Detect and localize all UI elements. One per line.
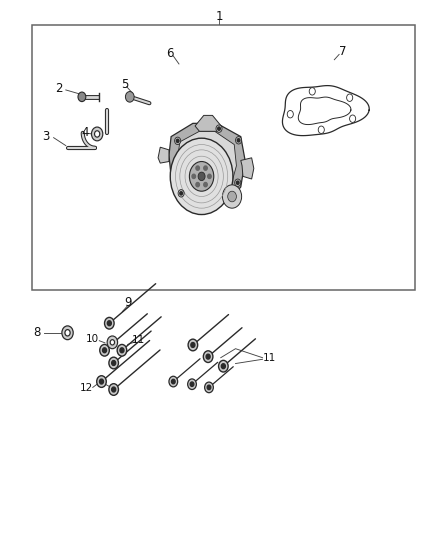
Circle shape — [205, 382, 213, 393]
Text: 3: 3 — [42, 130, 50, 143]
Polygon shape — [195, 115, 221, 131]
Circle shape — [219, 360, 228, 372]
Circle shape — [180, 192, 183, 195]
Circle shape — [97, 376, 106, 387]
Text: 11: 11 — [262, 353, 276, 362]
Text: 1: 1 — [215, 10, 223, 23]
Circle shape — [92, 127, 103, 141]
Circle shape — [318, 126, 324, 133]
Circle shape — [190, 382, 194, 386]
Circle shape — [95, 131, 100, 137]
Circle shape — [216, 125, 222, 132]
Polygon shape — [158, 147, 169, 163]
Circle shape — [102, 348, 106, 353]
Text: 6: 6 — [166, 47, 174, 60]
Circle shape — [187, 379, 196, 390]
Circle shape — [110, 340, 115, 345]
Circle shape — [350, 115, 356, 123]
Circle shape — [207, 385, 211, 390]
Circle shape — [170, 138, 233, 215]
Text: 10: 10 — [86, 334, 99, 344]
Circle shape — [169, 376, 178, 387]
Circle shape — [117, 344, 127, 356]
Circle shape — [107, 321, 111, 326]
Text: 7: 7 — [339, 45, 347, 58]
Polygon shape — [241, 158, 254, 179]
Circle shape — [109, 384, 118, 395]
Circle shape — [208, 174, 211, 179]
Circle shape — [65, 329, 70, 336]
Circle shape — [218, 127, 220, 130]
Circle shape — [177, 139, 179, 142]
Circle shape — [287, 110, 293, 118]
Circle shape — [236, 136, 242, 144]
Text: 2: 2 — [56, 83, 63, 95]
Circle shape — [125, 92, 134, 102]
Circle shape — [120, 348, 124, 353]
Circle shape — [107, 336, 117, 349]
Circle shape — [223, 185, 242, 208]
Bar — [32, 25, 415, 290]
Circle shape — [175, 137, 181, 144]
Circle shape — [196, 166, 199, 170]
Circle shape — [62, 326, 73, 340]
Text: 4: 4 — [81, 126, 89, 140]
Circle shape — [235, 179, 241, 187]
Text: 5: 5 — [121, 78, 128, 91]
Circle shape — [78, 92, 86, 102]
Circle shape — [204, 182, 207, 187]
Circle shape — [171, 379, 175, 384]
Circle shape — [346, 94, 353, 101]
Text: 12: 12 — [80, 383, 93, 393]
Circle shape — [237, 181, 239, 184]
Circle shape — [112, 387, 116, 392]
Text: 11: 11 — [132, 335, 145, 345]
Text: 9: 9 — [125, 296, 132, 309]
Circle shape — [192, 174, 195, 179]
Circle shape — [105, 317, 114, 329]
Circle shape — [99, 379, 103, 384]
Circle shape — [196, 182, 199, 187]
Circle shape — [237, 139, 240, 142]
Circle shape — [191, 343, 195, 348]
Circle shape — [204, 166, 207, 170]
Circle shape — [221, 364, 226, 369]
Circle shape — [112, 360, 116, 366]
Circle shape — [189, 161, 214, 191]
Circle shape — [203, 351, 213, 362]
Circle shape — [109, 357, 118, 369]
Text: 8: 8 — [33, 326, 41, 340]
Circle shape — [178, 190, 184, 197]
Circle shape — [100, 344, 110, 356]
Circle shape — [228, 191, 237, 202]
Polygon shape — [169, 123, 245, 206]
Circle shape — [198, 172, 205, 181]
Circle shape — [309, 87, 315, 95]
Polygon shape — [178, 131, 237, 199]
Circle shape — [206, 354, 210, 359]
Circle shape — [188, 339, 198, 351]
